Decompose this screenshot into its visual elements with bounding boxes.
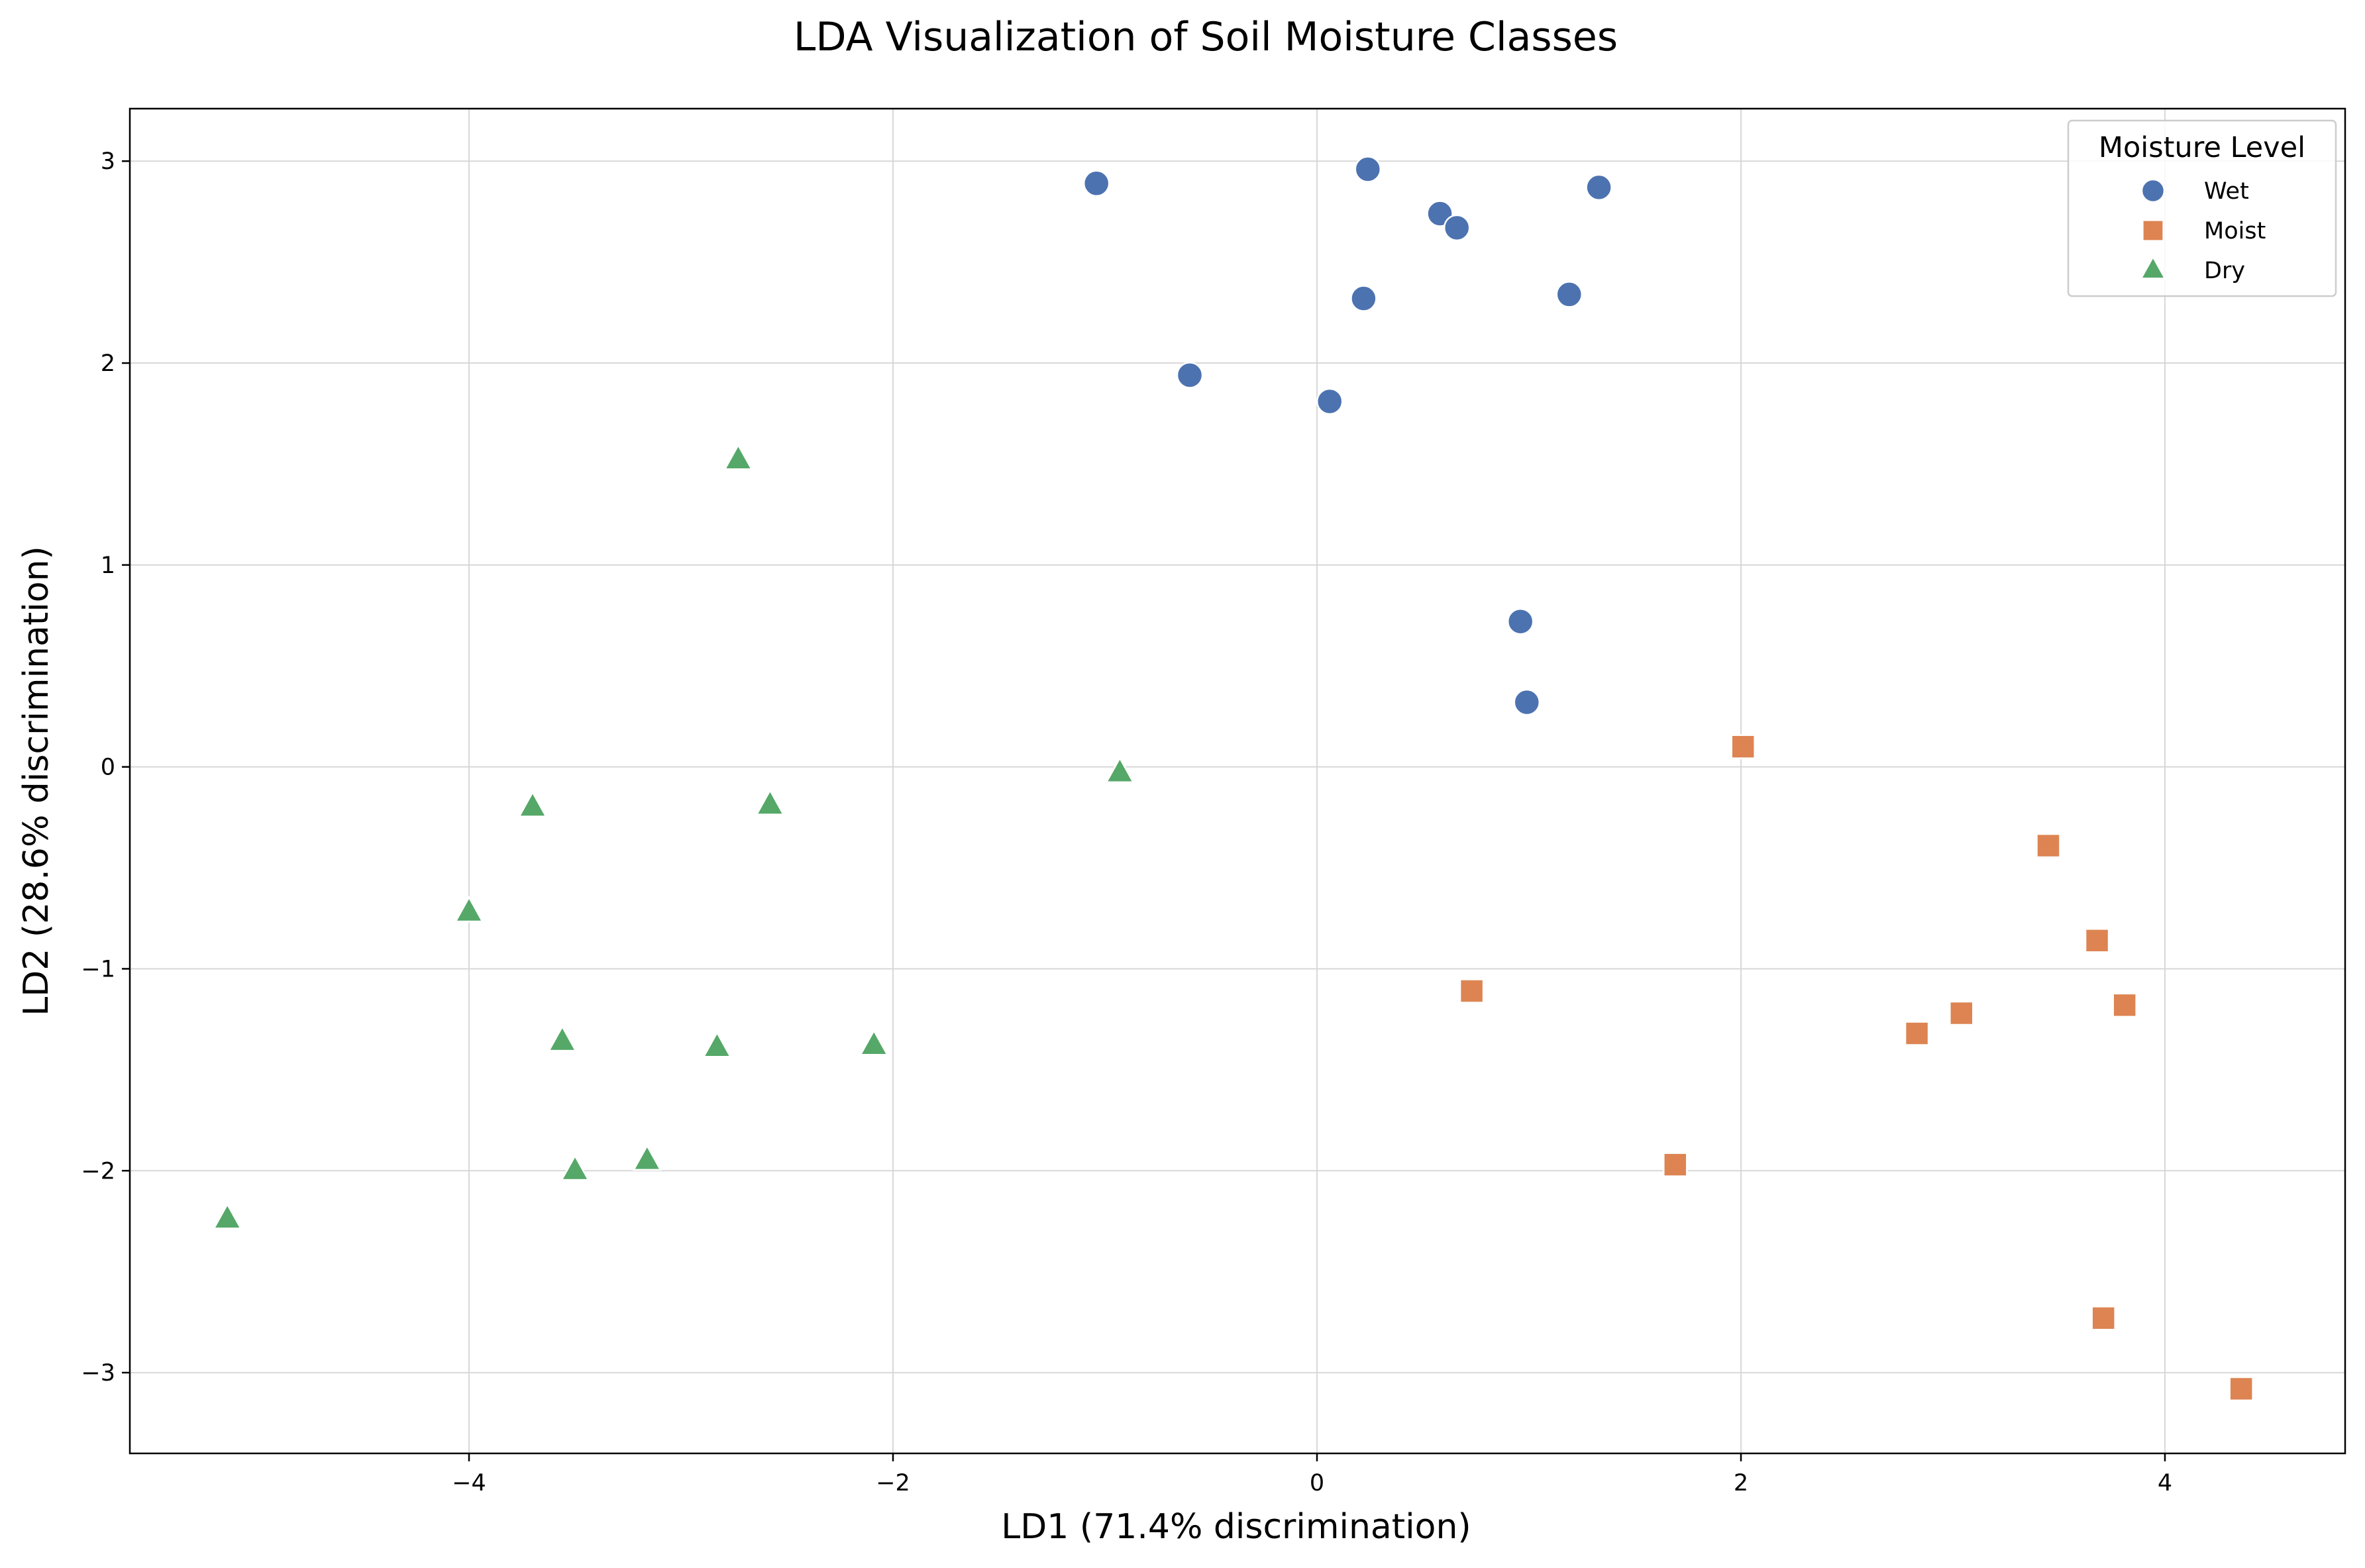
x-axis-label: LD1 (71.4% discrimination): [1001, 1507, 1471, 1547]
data-point-wet: [1506, 607, 1534, 635]
axis-ticks: −4 −2 0 2 4 −3 −2 −1 0 1 2 3: [81, 148, 2172, 1496]
data-point-moist: [1730, 734, 1756, 759]
data-point-dry: [547, 1025, 578, 1052]
x-tick-label: 2: [1734, 1470, 1748, 1496]
y-tick-label: −1: [81, 956, 115, 982]
data-point-wet: [1082, 170, 1110, 197]
legend-marker-moist: [2142, 219, 2164, 242]
data-point-moist: [2229, 1376, 2254, 1402]
data-points: [212, 156, 2254, 1402]
plot-area-frame: [129, 107, 2346, 1455]
data-point-dry: [702, 1031, 732, 1058]
data-point-dry: [560, 1154, 590, 1181]
y-tick-label: 3: [101, 148, 115, 175]
y-tick-label: 2: [101, 350, 115, 377]
chart-title: LDA Visualization of Soil Moisture Class…: [794, 14, 1618, 60]
data-point-wet: [1176, 362, 1204, 389]
data-point-dry: [755, 788, 785, 815]
data-point-moist: [2112, 992, 2137, 1018]
data-point-dry: [212, 1202, 242, 1229]
data-point-dry: [1105, 756, 1135, 783]
data-point-wet: [1585, 174, 1612, 201]
data-point-dry: [859, 1029, 889, 1056]
data-point-dry: [632, 1144, 662, 1171]
x-tick-label: −4: [452, 1470, 486, 1496]
data-point-moist: [1949, 1000, 1974, 1026]
legend-title: Moisture Level: [2099, 131, 2305, 164]
x-tick-label: 0: [1310, 1470, 1324, 1496]
data-point-wet: [1513, 688, 1541, 716]
data-point-dry: [454, 896, 484, 923]
legend-marker-wet: [2140, 178, 2166, 203]
y-tick-label: −2: [81, 1158, 115, 1184]
data-point-wet: [1555, 281, 1583, 308]
legend: Moisture Level Wet Moist Dry: [2067, 119, 2337, 297]
y-tick-label: −3: [81, 1360, 115, 1386]
data-point-wet: [1350, 285, 1377, 312]
x-tick-label: −2: [876, 1470, 910, 1496]
data-point-moist: [1904, 1021, 1930, 1046]
grid-lines: [130, 109, 2345, 1453]
legend-box: [2067, 119, 2337, 297]
data-point-moist: [1459, 978, 1485, 1004]
legend-label-moist: Moist: [2204, 218, 2266, 244]
data-point-wet: [1354, 156, 1382, 183]
data-point-wet: [1316, 388, 1343, 415]
data-point-moist: [2084, 928, 2110, 953]
y-axis-label: LD2 (28.6% discrimination): [17, 546, 56, 1016]
y-tick-label: 0: [101, 755, 115, 781]
legend-label-dry: Dry: [2204, 258, 2245, 284]
data-point-dry: [723, 443, 753, 470]
x-tick-label: 4: [2158, 1470, 2172, 1496]
data-point-moist: [2036, 833, 2061, 859]
data-point-dry: [517, 790, 548, 817]
data-point-wet: [1443, 214, 1471, 242]
data-point-moist: [2091, 1306, 2116, 1331]
legend-label-wet: Wet: [2204, 178, 2249, 205]
y-tick-label: 1: [101, 552, 115, 579]
data-point-moist: [1663, 1152, 1688, 1177]
legend-marker-dry: [2139, 255, 2167, 280]
